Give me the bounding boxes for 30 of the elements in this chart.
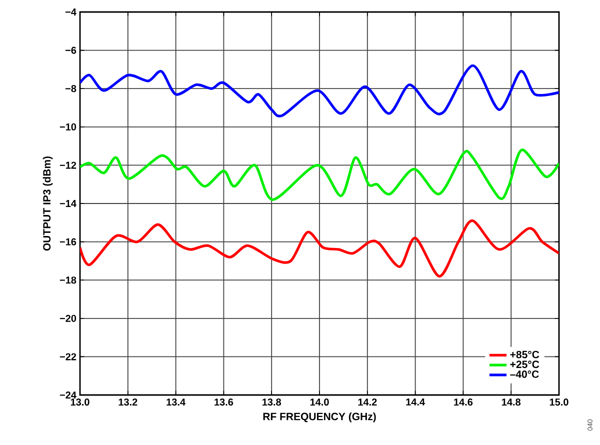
y-tick-label: −6 (65, 46, 76, 54)
legend-label: –40°C (510, 370, 539, 378)
y-tick-label: −8 (65, 85, 76, 92)
x-tick-label: 14.8 (502, 398, 521, 406)
x-tick-label: 14.2 (358, 398, 377, 406)
y-tick-label: −10 (60, 123, 76, 130)
y-tick-label: −16 (60, 238, 76, 246)
x-tick-label: 14.4 (406, 398, 425, 406)
x-axis-title: RF FREQUENCY (GHz) (263, 412, 376, 422)
line-series (80, 64, 560, 118)
y-tick-label: −12 (60, 162, 76, 169)
y-tick-label: −20 (60, 314, 76, 322)
x-tick-label: 14.0 (310, 398, 329, 406)
legend-label: +25°C (510, 360, 540, 368)
y-tick-label: −4 (65, 8, 76, 16)
y-axis-title: OUTPUT IP3 (dBm) (42, 156, 53, 251)
y-tick-label: −22 (60, 353, 76, 360)
y-tick-label: −24 (60, 392, 76, 398)
x-tick-label: 13.0 (70, 398, 90, 406)
legend-label: +85°C (510, 350, 540, 358)
x-tick-label: 14.6 (454, 398, 473, 406)
y-tick-label: −18 (60, 276, 76, 284)
x-tick-label: 13.4 (166, 398, 186, 406)
x-tick-label: 13.8 (262, 398, 282, 406)
line-series (80, 148, 560, 201)
line-series (80, 219, 560, 278)
x-tick-label: 15.0 (550, 398, 568, 406)
y-tick-label: −14 (60, 200, 76, 207)
x-tick-label: 13.6 (214, 398, 234, 406)
x-tick-label: 13.2 (118, 398, 138, 406)
